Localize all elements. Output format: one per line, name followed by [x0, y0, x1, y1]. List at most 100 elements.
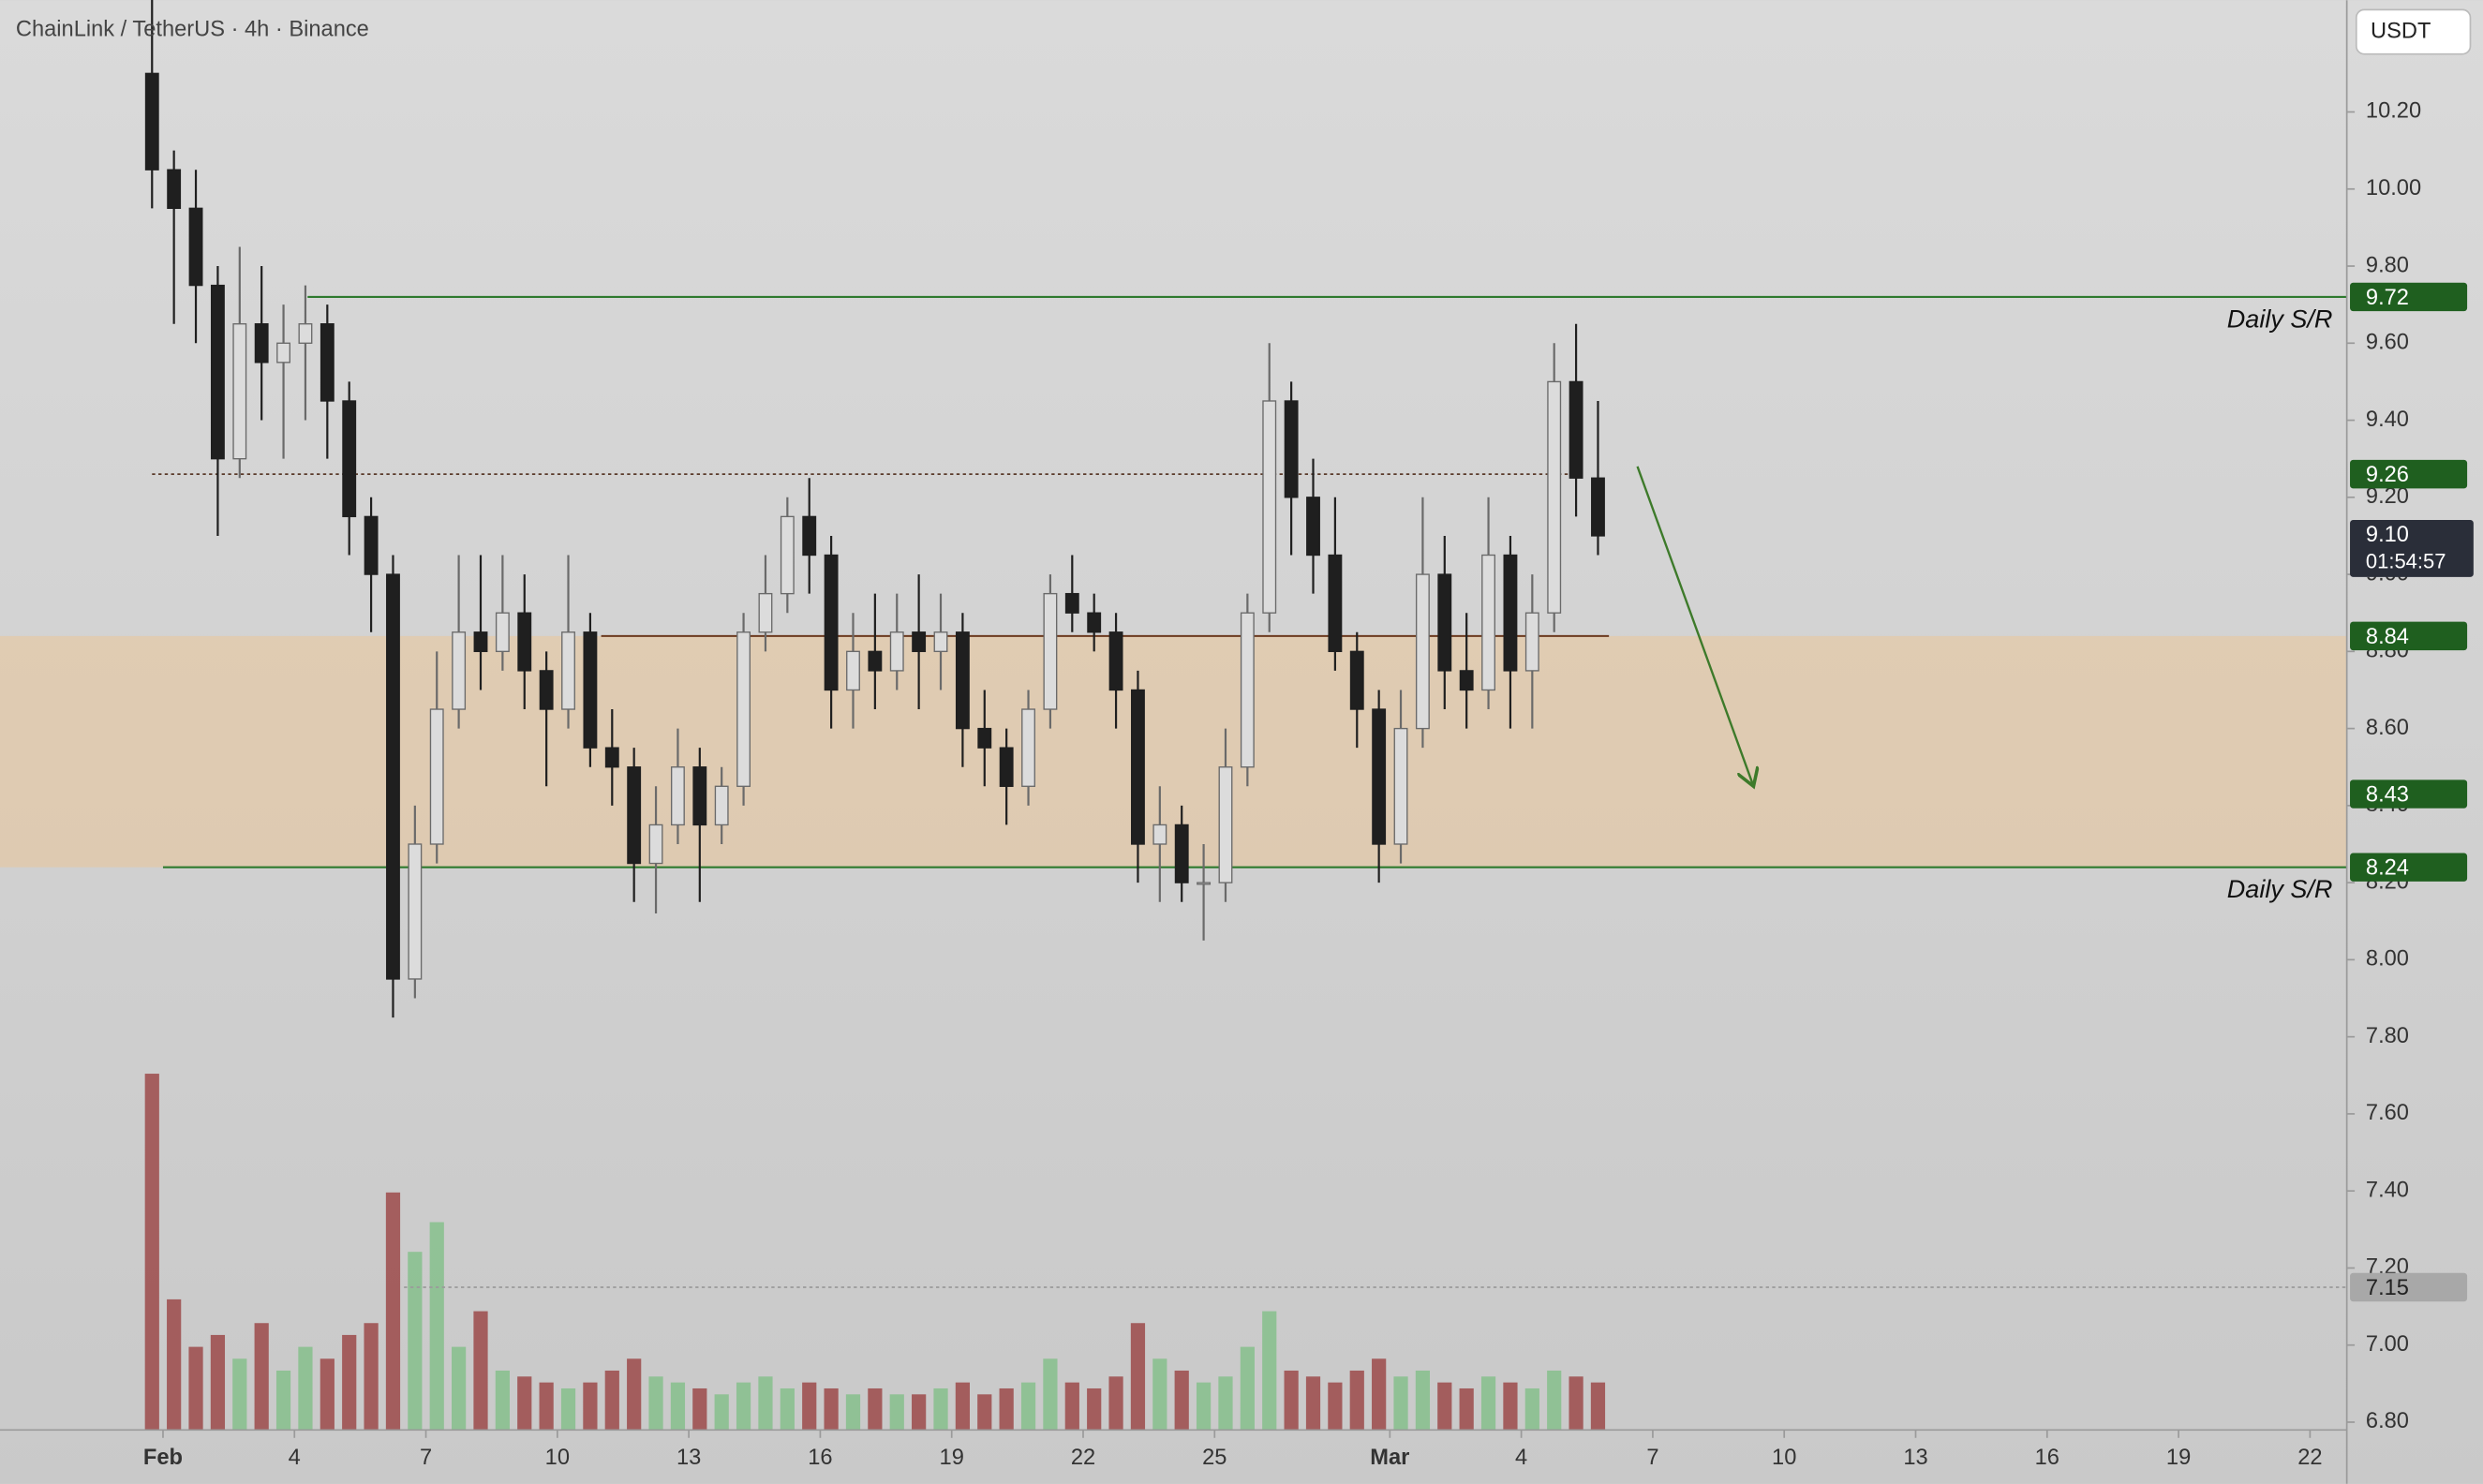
volume-bar	[912, 1394, 927, 1431]
candle-body	[868, 650, 883, 672]
candle-body	[1372, 708, 1387, 845]
price-label: 8.43	[2366, 782, 2409, 807]
candle-body	[254, 323, 269, 364]
currency-button-label[interactable]: USDT	[2371, 19, 2431, 43]
x-tick-label: 10	[1772, 1446, 1796, 1470]
countdown: 01:54:57	[2366, 549, 2446, 572]
candle-body	[1240, 612, 1255, 768]
candle-body	[583, 631, 598, 749]
volume-bar	[977, 1394, 992, 1431]
candle-body	[495, 612, 510, 653]
volume-bar	[188, 1346, 203, 1431]
volume-bar	[1240, 1346, 1255, 1431]
candle-body	[1437, 573, 1452, 672]
candle-body	[1043, 592, 1058, 710]
candle-body	[320, 323, 335, 402]
candle-body	[452, 631, 467, 710]
volume-bar	[1393, 1376, 1408, 1431]
volume-bar	[1590, 1382, 1606, 1431]
volume-bar	[1459, 1388, 1474, 1431]
candle-body	[692, 766, 707, 826]
volume-bar	[1218, 1376, 1233, 1431]
chart-title: ChainLink / TetherUS · 4h · Binance	[16, 18, 369, 42]
volume-bar	[1328, 1382, 1343, 1431]
candle-body	[977, 727, 992, 749]
y-tick-label: 6.80	[2366, 1409, 2409, 1433]
y-tick-label: 8.00	[2366, 947, 2409, 972]
volume-bar	[1152, 1358, 1167, 1431]
volume-bar	[473, 1311, 488, 1431]
candle-body	[1547, 380, 1562, 614]
price-label-box	[2350, 1272, 2468, 1302]
volume-bar	[802, 1382, 817, 1431]
candle-body	[1591, 477, 1605, 537]
currency-button[interactable]	[2355, 8, 2472, 55]
price-label-box	[2350, 779, 2468, 809]
volume-bar	[758, 1376, 773, 1431]
volume-bar	[1524, 1388, 1539, 1431]
volume-bar	[1196, 1382, 1212, 1431]
candle-body	[802, 515, 817, 556]
candle-body	[210, 284, 225, 460]
candle-body	[933, 631, 948, 653]
x-tick-label: 7	[420, 1446, 432, 1470]
volume-bar	[429, 1222, 444, 1431]
candle-body	[1108, 631, 1123, 691]
volume-bar	[275, 1370, 291, 1431]
volume-bar	[670, 1382, 686, 1431]
x-tick-label: Feb	[143, 1446, 183, 1470]
volume-bar	[1020, 1382, 1036, 1431]
projection-arrow	[1636, 466, 1754, 786]
candle-body	[1131, 689, 1145, 845]
x-tick-label: 4	[289, 1446, 301, 1470]
volume-bar	[1174, 1370, 1189, 1431]
volume-bar	[780, 1388, 795, 1431]
candle-body	[1152, 824, 1167, 845]
candle-body	[188, 207, 203, 287]
volume-bar	[1437, 1382, 1452, 1431]
volume-bar	[1503, 1382, 1518, 1431]
volume-bar	[1569, 1376, 1583, 1431]
volume-bar	[933, 1388, 948, 1431]
candle-body	[1262, 400, 1277, 614]
volume-bar	[714, 1394, 729, 1431]
y-tick-label: 7.00	[2366, 1332, 2409, 1357]
candle-body	[342, 400, 357, 518]
candle-body	[824, 554, 839, 691]
price-label-box	[2350, 282, 2468, 312]
volume-bar	[583, 1382, 598, 1431]
candle-body	[473, 631, 488, 653]
plot-layer: Daily S/R Daily S/R	[0, 0, 2347, 1431]
y-tick-label: 9.80	[2366, 253, 2409, 277]
candle-body	[1284, 400, 1299, 498]
candle-body	[167, 169, 182, 209]
volume-bar	[385, 1192, 401, 1431]
volume-bar	[1087, 1388, 1102, 1431]
volume-bar	[320, 1358, 335, 1431]
volume-bar	[1547, 1370, 1562, 1431]
candle-body	[144, 72, 159, 171]
candle-body	[714, 785, 729, 826]
y-tick-label: 9.40	[2366, 408, 2409, 432]
volume-bar	[999, 1388, 1014, 1431]
x-tick-label: 22	[1071, 1446, 1095, 1470]
volume-bar	[342, 1334, 357, 1431]
volume-bar	[408, 1252, 423, 1431]
price-label: 9.72	[2366, 286, 2409, 310]
price-label: 7.15	[2366, 1276, 2409, 1300]
candle-body	[670, 766, 685, 826]
volume-bar	[210, 1334, 226, 1431]
volume-bar	[144, 1074, 159, 1431]
y-tick-label: 10.00	[2366, 176, 2421, 200]
candle-body	[846, 650, 860, 691]
candle-body	[1087, 612, 1102, 633]
candle-body	[648, 824, 663, 865]
candle-body	[1415, 573, 1430, 730]
x-tick-label: 13	[1903, 1446, 1927, 1470]
volume-bar	[1305, 1376, 1321, 1431]
candle-body	[889, 631, 904, 672]
candle-body	[561, 631, 575, 710]
candle-body	[627, 766, 642, 865]
x-tick-label: 13	[677, 1446, 701, 1470]
candle-body	[1218, 766, 1233, 883]
